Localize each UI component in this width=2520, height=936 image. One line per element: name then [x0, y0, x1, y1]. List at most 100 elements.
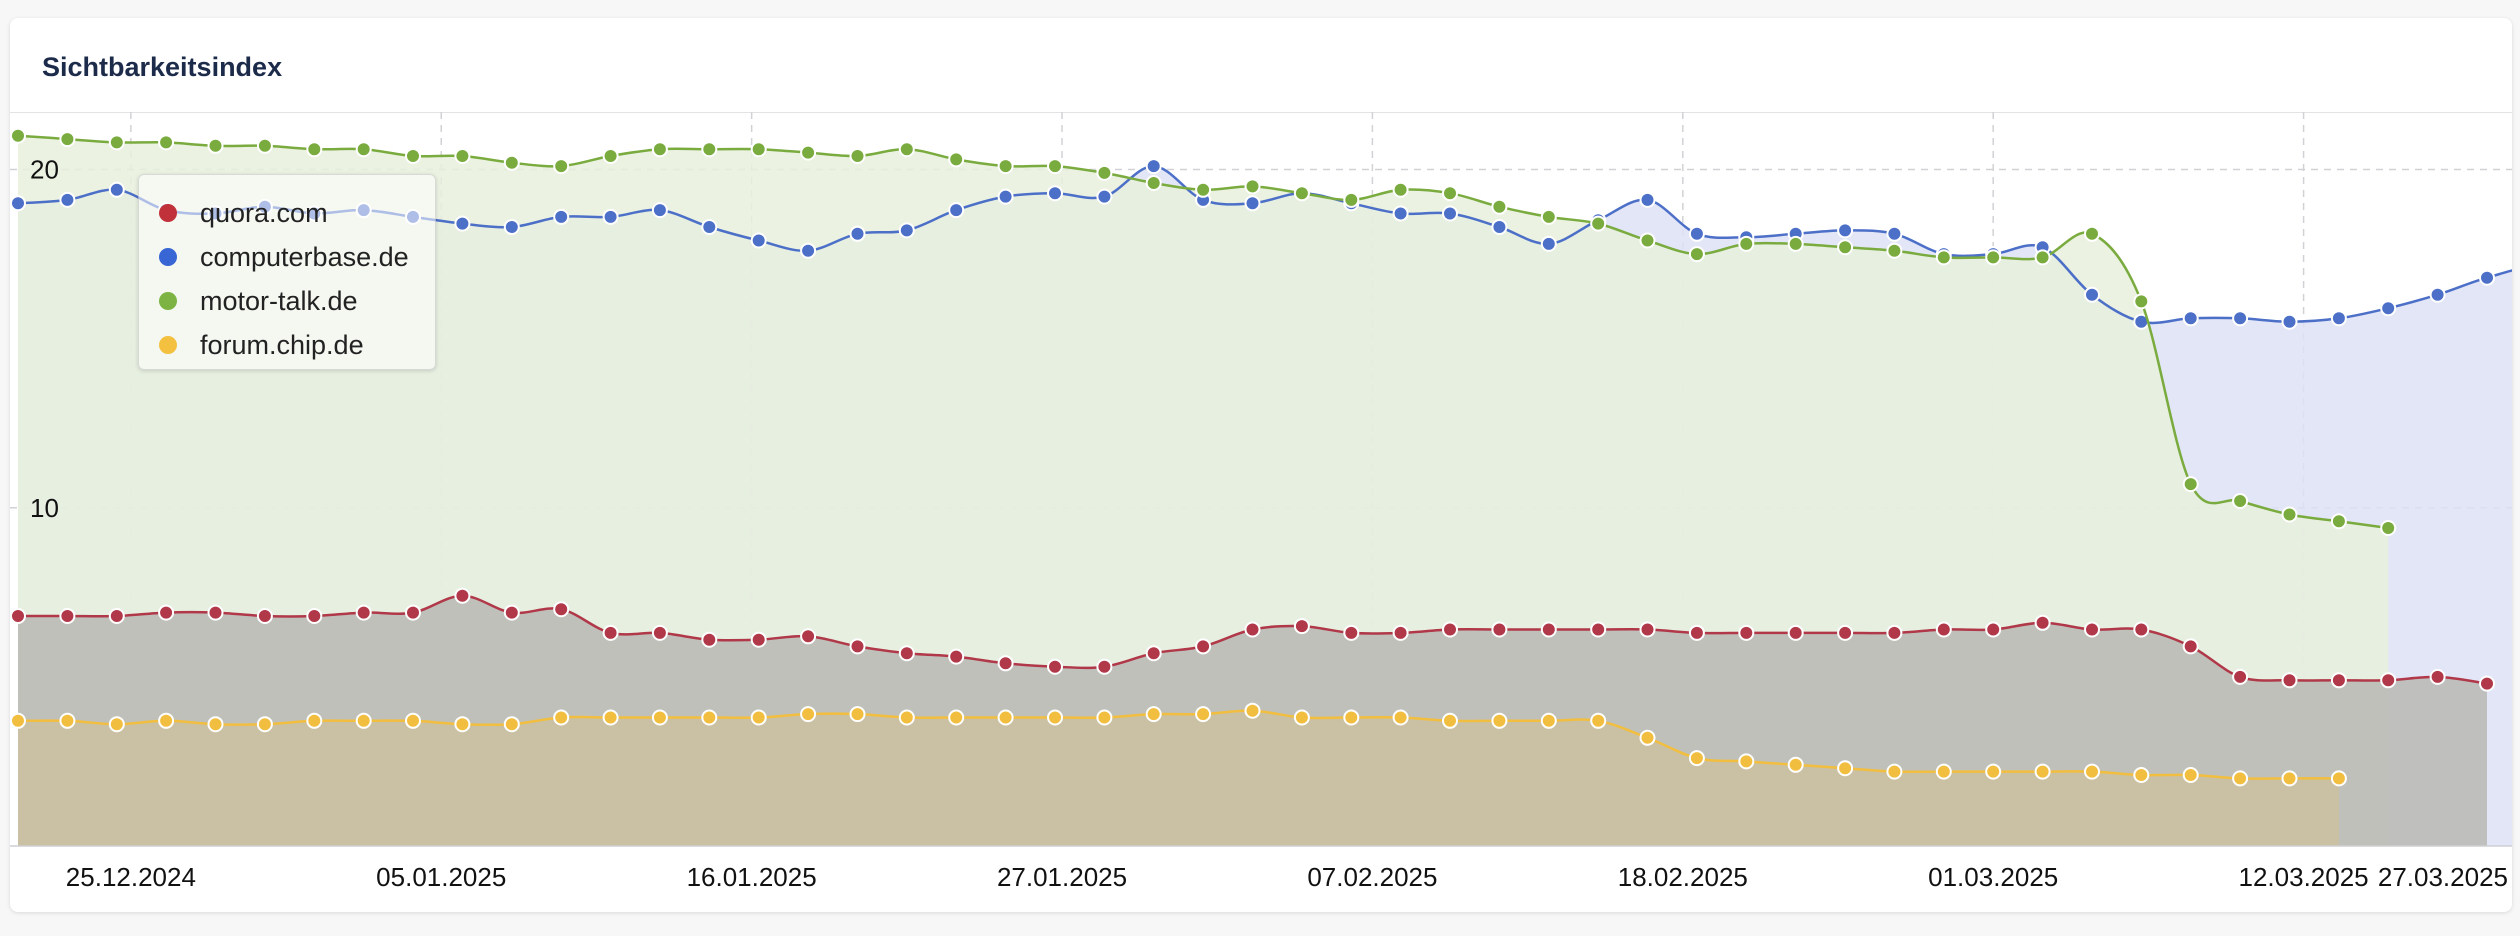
point-motor-talk-de — [1688, 246, 1705, 263]
point-forum-chip-de — [1738, 753, 1755, 770]
point-forum-chip-de — [2330, 770, 2347, 787]
point-forum-chip-de — [1244, 702, 1261, 719]
point-computerbase-de — [1442, 205, 1458, 222]
point-forum-chip-de — [701, 709, 718, 726]
point-forum-chip-de — [405, 712, 421, 729]
point-quora-com — [1392, 624, 1409, 641]
x-tick-label: 07.02.2025 — [1307, 862, 1437, 892]
point-motor-talk-de — [701, 141, 718, 158]
point-quora-com — [207, 604, 224, 621]
point-quora-com — [2479, 675, 2495, 692]
point-forum-chip-de — [1540, 712, 1557, 729]
point-quora-com — [1047, 658, 1063, 675]
point-motor-talk-de — [1293, 185, 1310, 202]
point-computerbase-de — [948, 202, 965, 219]
point-quora-com — [158, 604, 175, 621]
point-forum-chip-de — [158, 712, 175, 729]
point-motor-talk-de — [849, 148, 866, 164]
point-quora-com — [997, 655, 1014, 672]
point-forum-chip-de — [1688, 750, 1705, 767]
point-computerbase-de — [1837, 222, 1854, 239]
point-forum-chip-de — [2133, 767, 2150, 783]
legend-dot-computerbase — [159, 248, 177, 266]
line-computerbase-de — [17, 164, 2512, 325]
point-computerbase-de — [2084, 286, 2100, 303]
point-motor-talk-de — [355, 141, 372, 158]
point-forum-chip-de — [1886, 763, 1903, 780]
point-motor-talk-de — [2281, 506, 2298, 523]
point-motor-talk-de — [898, 141, 915, 158]
point-computerbase-de — [108, 181, 125, 198]
point-computerbase-de — [1491, 219, 1508, 235]
point-motor-talk-de — [1787, 235, 1804, 252]
point-quora-com — [898, 645, 915, 662]
point-motor-talk-de — [158, 134, 175, 151]
point-motor-talk-de — [207, 137, 224, 154]
point-forum-chip-de — [454, 716, 471, 733]
point-quora-com — [750, 631, 767, 648]
point-computerbase-de — [2232, 310, 2249, 327]
point-quora-com — [1244, 621, 1261, 638]
point-quora-com — [355, 604, 372, 621]
point-computerbase-de — [1688, 225, 1705, 242]
point-forum-chip-de — [1195, 706, 1212, 723]
y-tick-label: 20 — [30, 155, 59, 185]
point-motor-talk-de — [1886, 242, 1903, 259]
point-motor-talk-de — [503, 154, 520, 171]
point-computerbase-de — [898, 222, 915, 239]
point-quora-com — [1293, 618, 1310, 635]
point-motor-talk-de — [1738, 235, 1755, 252]
point-motor-talk-de — [10, 127, 26, 144]
point-computerbase-de — [503, 219, 520, 235]
point-quora-com — [405, 604, 421, 621]
point-quora-com — [1639, 621, 1656, 638]
point-quora-com — [306, 608, 323, 624]
point-quora-com — [10, 608, 26, 624]
point-motor-talk-de — [2034, 249, 2051, 266]
point-quora-com — [553, 601, 570, 618]
point-computerbase-de — [2429, 286, 2446, 303]
point-forum-chip-de — [948, 709, 965, 726]
point-computerbase-de — [701, 219, 718, 235]
x-tick-label: 16.01.2025 — [687, 862, 817, 892]
point-quora-com — [1096, 658, 1113, 675]
point-quora-com — [59, 608, 76, 624]
point-motor-talk-de — [1047, 158, 1063, 175]
point-motor-talk-de — [1837, 239, 1854, 256]
legend-label-computerbase: computerbase.de — [200, 241, 409, 272]
point-forum-chip-de — [651, 709, 668, 726]
point-quora-com — [503, 604, 520, 621]
point-forum-chip-de — [997, 709, 1014, 726]
point-forum-chip-de — [306, 712, 323, 729]
legend-label-motor-talk: motor-talk.de — [200, 285, 358, 316]
point-motor-talk-de — [602, 148, 619, 164]
point-quora-com — [108, 608, 125, 624]
point-computerbase-de — [651, 202, 668, 219]
legend-item-motor-talk[interactable]: motor-talk.de — [159, 281, 429, 321]
point-forum-chip-de — [800, 706, 817, 723]
legend-dot-motor-talk — [159, 292, 177, 310]
point-quora-com — [1935, 621, 1952, 638]
point-motor-talk-de — [997, 158, 1014, 175]
point-forum-chip-de — [2232, 770, 2249, 787]
legend-item-quora[interactable]: quora.com — [159, 193, 429, 233]
point-quora-com — [256, 608, 273, 624]
legend-item-forum-chip[interactable]: forum.chip.de — [159, 325, 429, 365]
point-forum-chip-de — [2182, 767, 2199, 783]
point-forum-chip-de — [1491, 712, 1508, 729]
point-quora-com — [1343, 624, 1360, 641]
point-forum-chip-de — [2084, 763, 2100, 780]
point-motor-talk-de — [405, 148, 421, 164]
point-computerbase-de — [1047, 185, 1063, 202]
point-quora-com — [1738, 624, 1755, 641]
legend-item-computerbase[interactable]: computerbase.de — [159, 237, 429, 277]
card-header: Sichtbarkeitsindex — [10, 18, 2512, 113]
point-quora-com — [948, 648, 965, 665]
point-computerbase-de — [1096, 188, 1113, 205]
point-computerbase-de — [1639, 191, 1656, 208]
point-computerbase-de — [1392, 205, 1409, 222]
point-computerbase-de — [1886, 225, 1903, 242]
point-quora-com — [2281, 672, 2298, 689]
point-quora-com — [1145, 645, 1162, 662]
point-motor-talk-de — [948, 151, 965, 168]
